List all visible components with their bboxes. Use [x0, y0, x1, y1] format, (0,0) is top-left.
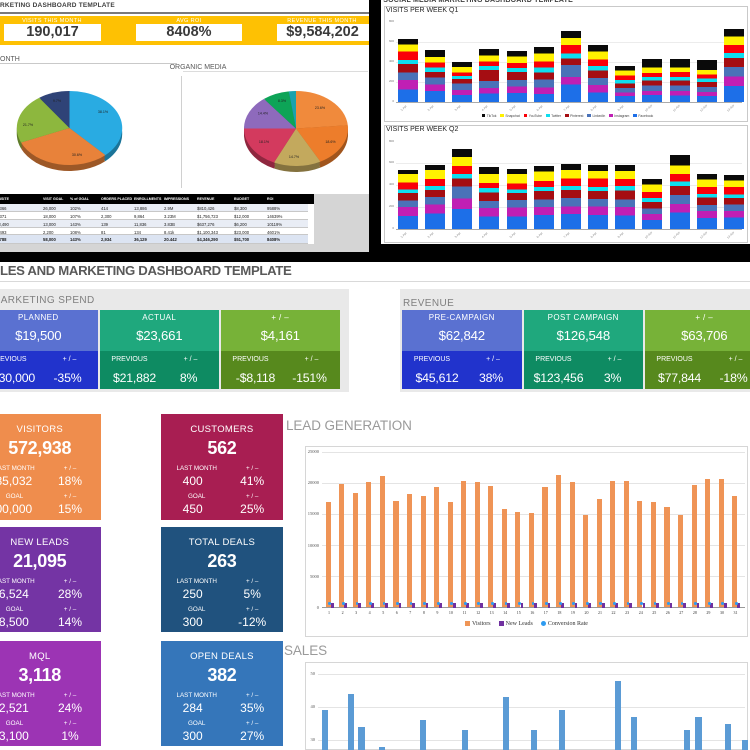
svg-text:21.7%: 21.7% [23, 123, 34, 127]
svg-text:18.1%: 18.1% [259, 140, 270, 144]
svg-text:9.7%: 9.7% [53, 99, 62, 103]
svg-text:30.6%: 30.6% [72, 153, 83, 157]
svg-text:38.1%: 38.1% [98, 110, 109, 114]
svg-text:14.7%: 14.7% [289, 155, 300, 159]
svg-text:14.4%: 14.4% [258, 112, 269, 116]
svg-text:8.3%: 8.3% [278, 99, 287, 103]
svg-text:23.6%: 23.6% [315, 106, 326, 110]
svg-text:18.6%: 18.6% [325, 140, 336, 144]
